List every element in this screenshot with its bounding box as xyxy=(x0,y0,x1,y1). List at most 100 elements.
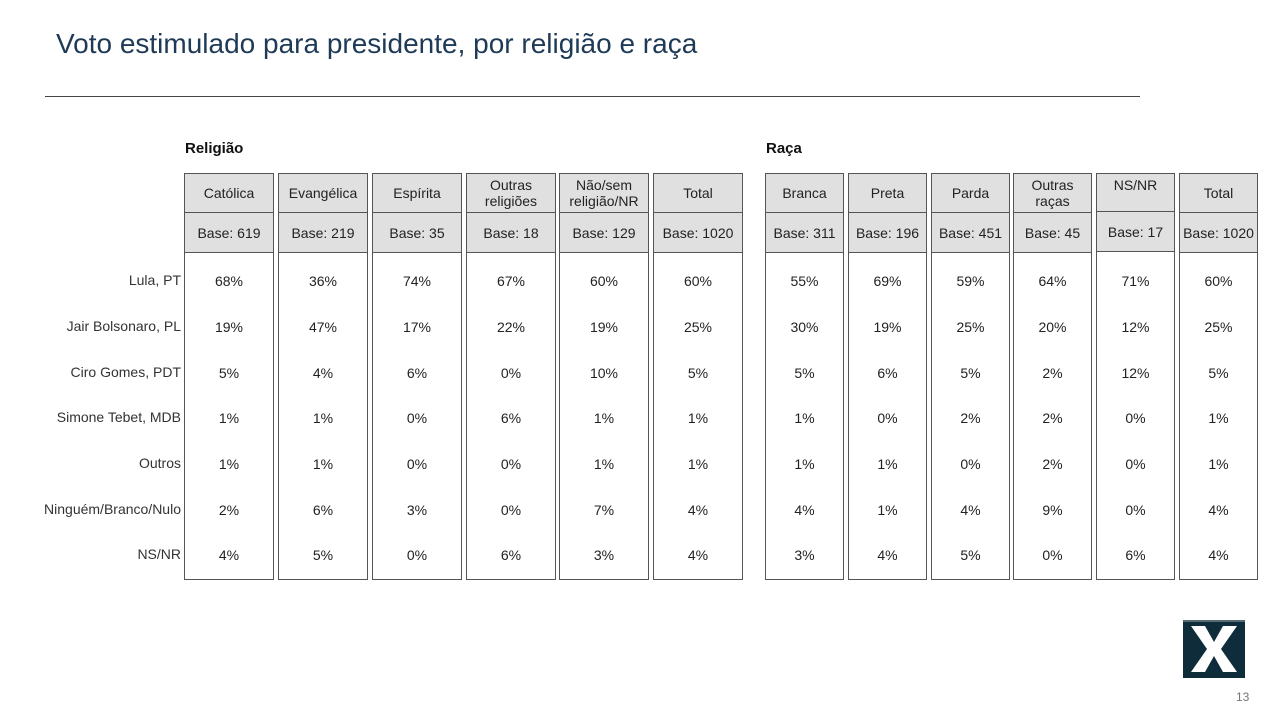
table-cell: 30% xyxy=(790,319,819,335)
column-nao-sem-religiao: Não/sem religião/NR Base: 129 60% 19% 10% 1% 1… xyxy=(559,173,649,580)
table-cell: 67% xyxy=(496,273,526,289)
column-total-religiao: Total Base: 1020 60% 25% 5% 1% 1% 4% 4% xyxy=(653,173,743,580)
table-cell: 3% xyxy=(593,547,615,563)
table-cell: 60% xyxy=(589,273,619,289)
table-cell: 1% xyxy=(687,456,709,472)
table-cell: 1% xyxy=(794,410,815,426)
column-header: NS/NR xyxy=(1097,174,1174,212)
table-cell: 1% xyxy=(218,410,240,426)
table-cell: 60% xyxy=(1204,273,1233,289)
column-header: Espírita xyxy=(373,174,461,213)
row-label: Jair Bolsonaro, PL xyxy=(66,318,181,334)
table-cell: 4% xyxy=(794,502,815,518)
title-divider xyxy=(45,96,1140,97)
column-header: Total xyxy=(654,174,742,213)
table-cell: 5% xyxy=(312,547,334,563)
page-title: Voto estimulado para presidente, por rel… xyxy=(56,28,698,59)
column-base: Base: 129 xyxy=(560,213,648,253)
row-label: NS/NR xyxy=(137,546,181,562)
column-header: Outras raças xyxy=(1014,174,1091,213)
table-cell: 59% xyxy=(956,273,985,289)
table-cell: 25% xyxy=(1204,319,1233,335)
table-cell: 4% xyxy=(218,547,240,563)
table-cell: 5% xyxy=(218,365,240,381)
table-cell: 0% xyxy=(500,365,522,381)
column-base: Base: 451 xyxy=(932,213,1009,253)
table-cell: 1% xyxy=(593,410,615,426)
table-cell: 17% xyxy=(402,319,432,335)
table-cell: 2% xyxy=(1042,456,1063,472)
table-cell: 1% xyxy=(877,456,898,472)
table-cell: 20% xyxy=(1038,319,1067,335)
table-cell: 1% xyxy=(687,410,709,426)
table-cell: 1% xyxy=(312,456,334,472)
table-cell: 60% xyxy=(683,273,713,289)
column-catolica: Católica Base: 619 68% 19% 5% 1% 1% 2% 4% xyxy=(184,173,274,580)
table-cell: 7% xyxy=(593,502,615,518)
table-cell: 4% xyxy=(1208,502,1229,518)
column-base: Base: 1020 xyxy=(1180,213,1257,253)
table-cell: 64% xyxy=(1038,273,1067,289)
table-cell: 74% xyxy=(402,273,432,289)
table-cell: 1% xyxy=(794,456,815,472)
column-header: Total xyxy=(1180,174,1257,213)
table-cell: 47% xyxy=(308,319,338,335)
row-label: Ninguém/Branco/Nulo xyxy=(44,501,181,517)
table-cell: 6% xyxy=(500,547,522,563)
column-outras-religioes: Outras religiões Base: 18 67% 22% 0% 6% 0% 0% 6% xyxy=(466,173,556,580)
column-espirita: Espírita Base: 35 74% 17% 6% 0% 0% 3% 0% xyxy=(372,173,462,580)
column-total-raca: Total Base: 1020 60% 25% 5% 1% 1% 4% 4% xyxy=(1179,173,1258,580)
table-cell: 4% xyxy=(687,502,709,518)
row-label: Ciro Gomes, PDT xyxy=(70,364,181,380)
column-evangelica: Evangélica Base: 219 36% 47% 4% 1% 1% 6% 5% xyxy=(278,173,368,580)
table-cell: 4% xyxy=(960,502,981,518)
table-cell: 1% xyxy=(877,502,898,518)
column-base: Base: 17 xyxy=(1097,212,1174,252)
table-cell: 68% xyxy=(214,273,244,289)
page-number: 13 xyxy=(1236,690,1250,704)
row-label: Lula, PT xyxy=(128,272,181,288)
table-cell: 0% xyxy=(1125,410,1146,426)
table-cell: 6% xyxy=(500,410,522,426)
table-cell: 1% xyxy=(312,410,334,426)
table-cell: 0% xyxy=(1125,456,1146,472)
table-cell: 0% xyxy=(1042,547,1063,563)
table-cell: 12% xyxy=(1121,319,1150,335)
table-cell: 4% xyxy=(1208,547,1229,563)
table-cell: 2% xyxy=(1042,410,1063,426)
table-cell: 0% xyxy=(406,456,428,472)
section-label-religiao: Religião xyxy=(185,140,244,157)
column-ns-nr: NS/NR Base: 17 71% 12% 12% 0% 0% 0% 6% xyxy=(1096,173,1175,580)
table-cell: 22% xyxy=(496,319,526,335)
table-cell: 19% xyxy=(873,319,902,335)
table-cell: 0% xyxy=(960,456,981,472)
table-cell: 2% xyxy=(218,502,240,518)
table-cell: 5% xyxy=(794,365,815,381)
table-cell: 6% xyxy=(406,365,428,381)
column-header: Católica xyxy=(185,174,273,213)
table-cell: 0% xyxy=(877,410,898,426)
column-base: Base: 1020 xyxy=(654,213,742,253)
column-header: Parda xyxy=(932,174,1009,213)
table-cell: 6% xyxy=(312,502,334,518)
table-cell: 0% xyxy=(406,410,428,426)
table-cell: 6% xyxy=(1125,547,1146,563)
table-cell: 3% xyxy=(406,502,428,518)
table-cell: 9% xyxy=(1042,502,1063,518)
table-cell: 4% xyxy=(687,547,709,563)
column-base: Base: 219 xyxy=(279,213,367,253)
table-cell: 0% xyxy=(1125,502,1146,518)
column-base: Base: 311 xyxy=(766,213,843,253)
table-cell: 0% xyxy=(406,547,428,563)
table-cell: 4% xyxy=(312,365,334,381)
table-cell: 6% xyxy=(877,365,898,381)
table-cell: 5% xyxy=(687,365,709,381)
column-header: Branca xyxy=(766,174,843,213)
column-header: Preta xyxy=(849,174,926,213)
table-cell: 3% xyxy=(794,547,815,563)
column-base: Base: 35 xyxy=(373,213,461,253)
table-cell: 25% xyxy=(683,319,713,335)
table-cell: 2% xyxy=(960,410,981,426)
table-cell: 5% xyxy=(960,365,981,381)
column-base: Base: 619 xyxy=(185,213,273,253)
